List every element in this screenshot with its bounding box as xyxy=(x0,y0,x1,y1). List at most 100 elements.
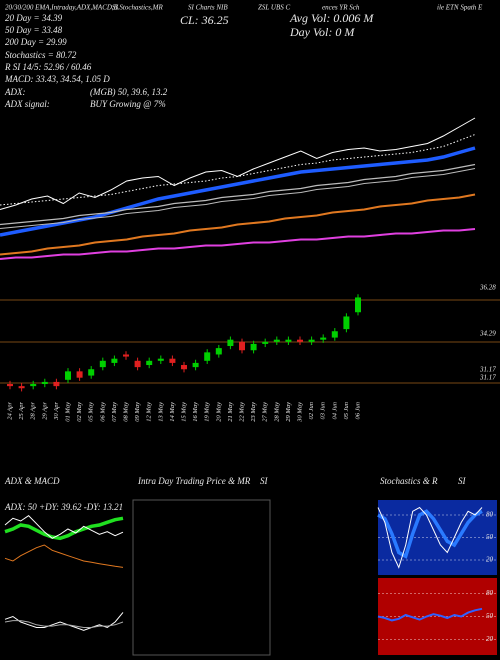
candle-body xyxy=(123,354,129,357)
x-tick-label: 29 Apr xyxy=(41,402,48,420)
candle-body xyxy=(30,384,37,387)
x-tick-label: 19 May xyxy=(204,402,211,422)
x-tick-label: 01 May xyxy=(64,402,71,422)
x-tick-label: 21 May xyxy=(227,402,234,422)
header-top: 20/30/200 EMA,Intraday,ADX,MACD,B xyxy=(5,4,119,12)
x-tick-label: 20 May xyxy=(215,402,222,422)
series-line xyxy=(0,228,476,260)
y-tick-label: 50 xyxy=(486,533,494,541)
x-tick-label: 14 May xyxy=(169,402,176,422)
candle-body xyxy=(215,348,222,355)
series-line xyxy=(0,134,476,206)
y-tick-label: 80 xyxy=(486,511,494,519)
x-tick-label: 25 Apr xyxy=(18,402,25,420)
candle-body xyxy=(239,341,245,351)
stat: MACD: 33.43, 34.54, 1.05 D xyxy=(4,74,110,84)
avg-volume: Avg Vol: 0.006 M xyxy=(289,11,374,25)
x-tick-label: 02 Jun xyxy=(308,402,315,420)
x-tick-label: 22 May xyxy=(238,402,245,422)
candle-body xyxy=(41,381,48,385)
candle-body xyxy=(146,360,153,366)
candle-body xyxy=(18,386,25,389)
series-line xyxy=(4,516,124,541)
panel-title: SI xyxy=(260,476,269,486)
close-price: CL: 36.25 xyxy=(180,13,229,27)
candle-body xyxy=(262,341,269,344)
candle-body xyxy=(273,339,280,342)
x-tick-label: 27 May xyxy=(262,402,269,422)
x-tick-label: 05 May xyxy=(88,402,95,422)
x-tick-label: 05 Jun xyxy=(343,402,350,420)
series-line xyxy=(4,515,124,539)
y-tick-label: 50 xyxy=(486,612,494,620)
panel-title: Intra Day Trading Price & MR xyxy=(137,476,251,486)
candle-body xyxy=(7,384,13,387)
x-tick-label: 15 May xyxy=(180,402,187,422)
candle-body xyxy=(99,360,106,368)
series-line xyxy=(377,509,483,559)
price-label: 31.17 xyxy=(479,374,496,382)
x-tick-label: 23 May xyxy=(250,402,257,422)
x-tick-label: 24 Apr xyxy=(6,402,13,420)
x-tick-label: 13 May xyxy=(157,402,164,422)
candle-body xyxy=(331,331,338,338)
panel-title: Stochastics & R xyxy=(380,476,438,486)
series-line xyxy=(0,163,476,226)
stat: R SI 14/5: 52.96 / 60.46 xyxy=(4,62,92,72)
candle-body xyxy=(192,362,199,368)
price-label: 36.28 xyxy=(479,284,496,292)
series-line xyxy=(4,620,124,628)
y-tick-label: 80 xyxy=(486,589,494,597)
x-tick-label: 06 May xyxy=(99,402,106,422)
header-top: ZSL UBS C xyxy=(258,4,290,12)
x-tick-label: 28 Apr xyxy=(30,402,37,420)
series-line xyxy=(377,607,483,622)
panel-frame xyxy=(132,499,271,656)
candle-body xyxy=(204,352,211,361)
price-label: 31.17 xyxy=(479,366,496,374)
series-line-shadow xyxy=(0,168,476,229)
stat: Stochastics = 80.72 xyxy=(5,50,77,60)
x-tick-label: 16 May xyxy=(192,402,199,422)
candle-body xyxy=(355,297,361,313)
x-tick-label: 06 Jun xyxy=(354,402,361,420)
y-tick-label: 20 xyxy=(486,556,494,564)
panel-title: ADX & MACD xyxy=(4,476,60,486)
candle-body xyxy=(169,358,176,363)
x-tick-label: 09 May xyxy=(134,402,141,422)
stat: ADX: xyxy=(4,87,26,97)
candle-body xyxy=(227,339,234,347)
panel-title: SI xyxy=(458,476,467,486)
candle-body xyxy=(320,337,327,340)
stat: 50 Day = 33.48 xyxy=(5,25,63,35)
series-line xyxy=(4,544,124,568)
x-tick-label: 07 May xyxy=(111,402,118,422)
x-tick-label: 12 May xyxy=(146,402,153,422)
x-tick-label: 30 May xyxy=(296,402,303,423)
x-tick-label: 02 May xyxy=(76,402,83,422)
header-top: SI Charts NIB xyxy=(188,4,228,12)
panel-label: ADX: 50 +DY: 39.62 -DY: 13.21 xyxy=(4,502,123,512)
x-tick-label: 04 Jun xyxy=(331,402,338,420)
x-tick-label: 08 May xyxy=(122,402,129,422)
candle-body xyxy=(285,339,292,342)
candle-body xyxy=(111,358,118,363)
header-top: ile ETN Spath E xyxy=(437,4,483,12)
candle-body xyxy=(76,371,83,378)
x-tick-label: 03 Jun xyxy=(320,402,327,420)
candle-body xyxy=(53,381,60,387)
series-line xyxy=(0,146,476,237)
stat: (MGB) 50, 39.6, 13.2 xyxy=(90,87,168,97)
candle-body xyxy=(343,316,350,330)
header-top: SLStochastics,MR xyxy=(112,4,163,12)
candle-body xyxy=(65,371,71,380)
x-tick-label: 29 May xyxy=(285,402,292,422)
candle-body xyxy=(134,360,141,368)
header-top: ences YR Sch xyxy=(322,4,360,12)
stat: BUY Growing @ 7% xyxy=(90,99,166,109)
x-tick-label: 30 Apr xyxy=(53,402,60,421)
candle-body xyxy=(308,339,315,342)
candle-body xyxy=(250,343,257,351)
stat: 200 Day = 29.99 xyxy=(5,37,67,47)
